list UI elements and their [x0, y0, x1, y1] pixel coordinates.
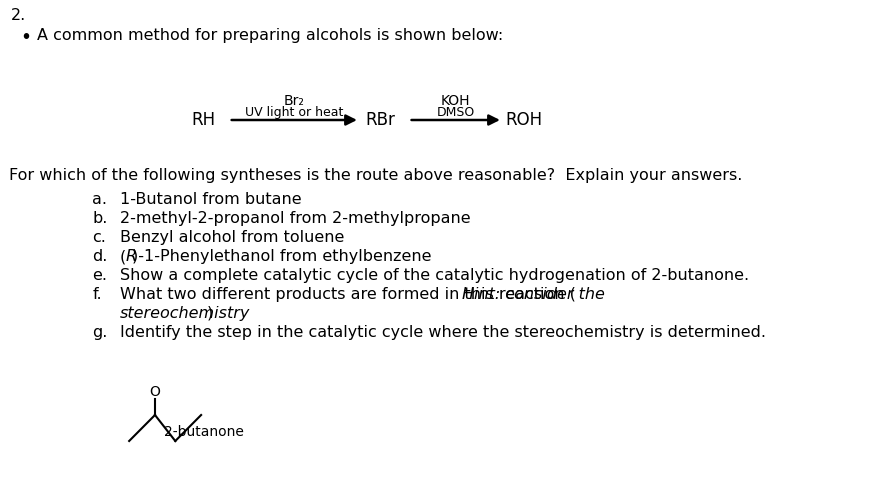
- Text: O: O: [150, 385, 160, 399]
- Text: 2.: 2.: [11, 8, 26, 23]
- Text: Hint: consider the: Hint: consider the: [462, 287, 604, 302]
- Text: •: •: [20, 28, 32, 47]
- Text: e.: e.: [92, 268, 107, 283]
- Text: Identify the step in the catalytic cycle where the stereochemistry is determined: Identify the step in the catalytic cycle…: [120, 325, 766, 340]
- Text: g.: g.: [92, 325, 108, 340]
- Text: ): ): [207, 306, 214, 321]
- Text: Benzyl alcohol from toluene: Benzyl alcohol from toluene: [120, 230, 344, 245]
- Text: DMSO: DMSO: [436, 106, 475, 119]
- Text: )-1-Phenylethanol from ethylbenzene: )-1-Phenylethanol from ethylbenzene: [131, 249, 431, 264]
- Text: KOH: KOH: [441, 94, 470, 108]
- Text: RBr: RBr: [365, 111, 395, 129]
- Text: d.: d.: [92, 249, 108, 264]
- Text: (: (: [120, 249, 126, 264]
- Text: f.: f.: [92, 287, 102, 302]
- Text: 1-Butanol from butane: 1-Butanol from butane: [120, 192, 301, 207]
- Text: c.: c.: [92, 230, 106, 245]
- Text: Br₂: Br₂: [284, 94, 305, 108]
- Text: ROH: ROH: [505, 111, 542, 129]
- Text: stereochemistry: stereochemistry: [120, 306, 251, 321]
- Text: R: R: [126, 249, 137, 264]
- Text: Show a complete catalytic cycle of the catalytic hydrogenation of 2-butanone.: Show a complete catalytic cycle of the c…: [120, 268, 749, 283]
- Text: RH: RH: [191, 111, 215, 129]
- Text: 2-methyl-2-propanol from 2-methylpropane: 2-methyl-2-propanol from 2-methylpropane: [120, 211, 470, 226]
- Text: a.: a.: [92, 192, 107, 207]
- Text: 2-butanone: 2-butanone: [164, 425, 244, 439]
- Text: A common method for preparing alcohols is shown below:: A common method for preparing alcohols i…: [37, 28, 503, 43]
- Text: b.: b.: [92, 211, 108, 226]
- Text: UV light or heat: UV light or heat: [245, 106, 343, 119]
- Text: What two different products are formed in this reaction (: What two different products are formed i…: [120, 287, 576, 302]
- Text: For which of the following syntheses is the route above reasonable?  Explain you: For which of the following syntheses is …: [10, 168, 743, 183]
